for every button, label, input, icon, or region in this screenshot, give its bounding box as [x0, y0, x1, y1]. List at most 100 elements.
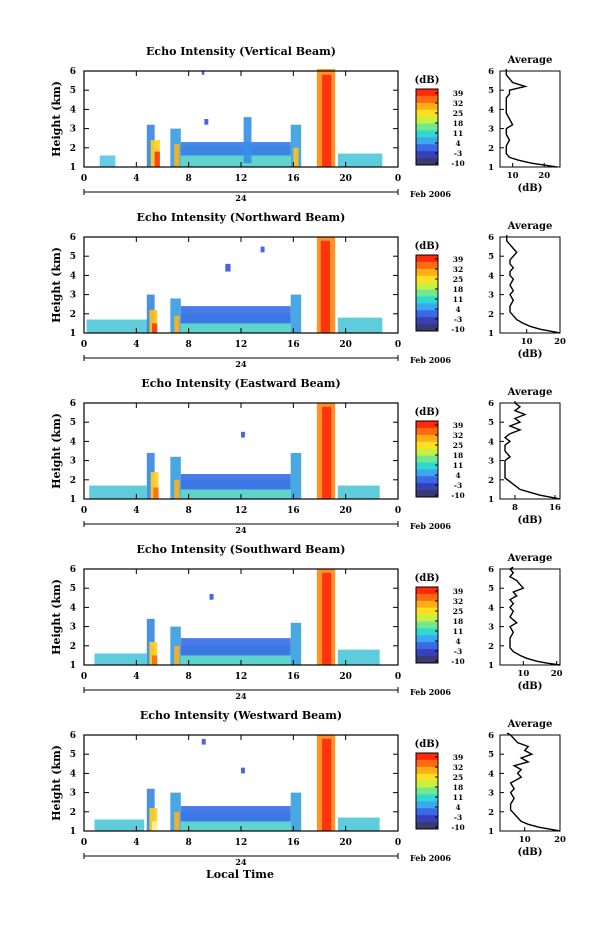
- echo-cell: [322, 738, 332, 831]
- colorbar-segment: [416, 448, 438, 457]
- colorbar-segment: [416, 441, 438, 450]
- echo-cell: [241, 767, 245, 774]
- echo-cell: [174, 811, 180, 831]
- x-tick-label: 0: [395, 838, 401, 848]
- y-tick-label: 5: [70, 418, 76, 428]
- colorbar-segment: [416, 759, 438, 768]
- colorbar-segment: [416, 628, 438, 636]
- colorbar-segment: [416, 102, 438, 111]
- colorbar-segment: [416, 490, 438, 498]
- x-tick-label: 4: [133, 174, 139, 184]
- y-tick-label: 3: [70, 125, 76, 135]
- avg-frame: [499, 734, 561, 832]
- x-tick-label: 20: [339, 174, 352, 184]
- echo-cell: [290, 622, 302, 665]
- y-tick-label: 3: [70, 789, 76, 799]
- colorbar-tick-label: 18: [453, 617, 463, 626]
- y-tick-label: 2: [70, 310, 76, 320]
- avg-y-tick-label: 6: [488, 67, 494, 77]
- colorbar-units: (dB): [415, 407, 440, 418]
- colorbar-tick-label: -10: [451, 325, 465, 334]
- colorbar-tick-label: 4: [455, 139, 460, 148]
- avg-frame: [499, 70, 561, 168]
- colorbar-segment: [416, 614, 438, 623]
- echo-cell: [170, 456, 181, 499]
- avg-title: Average: [507, 55, 553, 66]
- colorbar-segment: [416, 324, 438, 332]
- echo-cell: [94, 653, 147, 665]
- y-axis-title: Height (km): [50, 745, 63, 821]
- colorbar-tick-label: -10: [451, 491, 465, 500]
- panel-title: Echo Intensity (Vertical Beam): [146, 45, 336, 58]
- y-tick-label: 2: [70, 144, 76, 154]
- avg-y-tick-label: 1: [488, 329, 494, 339]
- colorbar-tick-label: -3: [454, 149, 462, 158]
- colorbar-segment: [416, 289, 438, 297]
- avg-frame: [499, 236, 561, 334]
- avg-y-tick-label: 2: [488, 808, 494, 818]
- colorbar-segment: [416, 794, 438, 802]
- colorbar-tick-label: 25: [453, 441, 463, 450]
- echo-cell: [180, 142, 291, 156]
- avg-y-tick-label: 6: [488, 565, 494, 575]
- x-tick-label: 12: [235, 340, 248, 350]
- date-label: Feb 2006: [410, 189, 451, 199]
- colorbar-segment: [416, 642, 438, 650]
- colorbar-segment: [416, 421, 438, 429]
- echo-cell: [241, 431, 245, 438]
- colorbar-segment: [416, 268, 438, 277]
- echo-cell: [209, 593, 214, 600]
- colorbar-segment: [416, 89, 438, 97]
- colorbar-segment: [416, 600, 438, 609]
- colorbar-segment: [416, 317, 438, 325]
- echo-cell: [225, 263, 231, 272]
- echo-cell: [337, 317, 383, 333]
- date-marker: 24: [235, 193, 247, 203]
- avg-y-tick-label: 5: [488, 252, 494, 262]
- colorbar-segment: [416, 801, 438, 809]
- avg-x-tick-label: 16: [549, 503, 561, 513]
- x-tick-label: 0: [81, 672, 87, 682]
- colorbar-segment: [416, 158, 438, 166]
- echo-cell: [290, 294, 302, 333]
- echo-cell: [320, 240, 330, 333]
- x-tick-label: 0: [395, 506, 401, 516]
- colorbar-segment: [416, 808, 438, 816]
- avg-y-tick-label: 1: [488, 163, 494, 173]
- echo-cell: [180, 474, 291, 490]
- avg-y-tick-label: 4: [488, 603, 494, 613]
- y-tick-label: 1: [70, 827, 76, 837]
- date-marker: 24: [235, 691, 247, 701]
- echo-cell: [201, 738, 206, 745]
- y-axis-title: Height (km): [50, 413, 63, 489]
- panel-title: Echo Intensity (Eastward Beam): [141, 377, 340, 390]
- echo-cell: [89, 485, 147, 499]
- colorbar-tick-label: 39: [453, 587, 463, 596]
- colorbar-segment: [416, 144, 438, 152]
- colorbar-tick-label: 4: [455, 471, 460, 480]
- avg-x-tick-label: 10: [517, 669, 529, 679]
- colorbar-frame: [415, 420, 439, 498]
- colorbar-tick-label: -3: [454, 481, 462, 490]
- colorbar-segment: [416, 587, 438, 595]
- x-tick-label: 0: [81, 506, 87, 516]
- avg-title: Average: [507, 221, 553, 232]
- colorbar-tick-label: -10: [451, 823, 465, 832]
- avg-title: Average: [507, 719, 553, 730]
- x-tick-label: 8: [186, 174, 192, 184]
- avg-profile-line: [503, 401, 561, 500]
- avg-x-tick-label: 10: [507, 171, 519, 181]
- colorbar-segment: [416, 434, 438, 443]
- colorbar-tick-label: -3: [454, 647, 462, 656]
- avg-y-tick-label: 6: [488, 399, 494, 409]
- avg-y-tick-label: 3: [488, 457, 494, 467]
- avg-y-tick-label: 5: [488, 750, 494, 760]
- colorbar-frame: [415, 586, 439, 664]
- echo-cell: [293, 147, 299, 167]
- x-tick-label: 8: [186, 838, 192, 848]
- echo-cell: [174, 479, 180, 499]
- colorbar-units: (dB): [415, 573, 440, 584]
- colorbar-segment: [416, 95, 438, 104]
- colorbar-tick-label: 25: [453, 607, 463, 616]
- x-tick-label: 0: [81, 340, 87, 350]
